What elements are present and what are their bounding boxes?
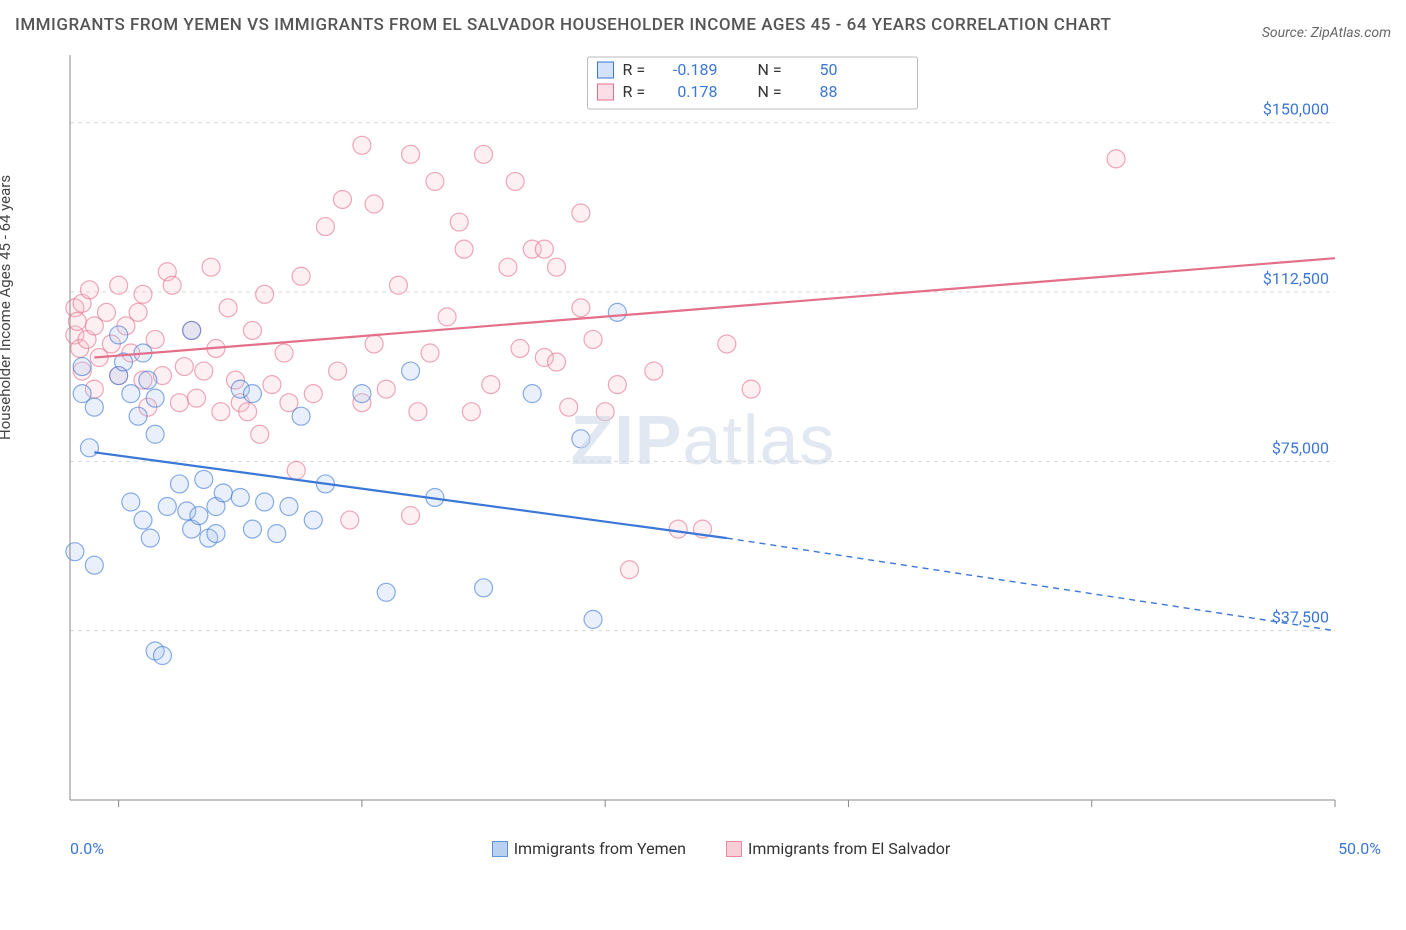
series-legend: Immigrants from Yemen Immigrants from El … [492, 839, 951, 858]
x-axis-max-label: 50.0% [1338, 839, 1381, 858]
svg-text:R =: R = [623, 60, 646, 79]
chart-header: IMMIGRANTS FROM YEMEN VS IMMIGRANTS FROM… [15, 10, 1391, 41]
svg-text:R =: R = [623, 82, 646, 101]
legend-item: Immigrants from El Salvador [726, 839, 950, 858]
svg-text:-0.189: -0.189 [673, 60, 718, 79]
x-axis-min-label: 0.0% [70, 839, 104, 858]
svg-text:$112,500: $112,500 [1263, 269, 1329, 288]
svg-text:50: 50 [820, 60, 838, 79]
source-attribution: Source: ZipAtlas.com [1262, 25, 1391, 41]
svg-text:0.178: 0.178 [677, 82, 717, 101]
y-axis-label: Householder Income Ages 45 - 64 years [0, 175, 14, 440]
legend-swatch [492, 841, 508, 857]
legend-swatch [726, 841, 742, 857]
x-axis-legend: 0.0% Immigrants from YemenImmigrants fro… [70, 839, 1381, 858]
svg-text:88: 88 [820, 82, 838, 101]
chart-area: Householder Income Ages 45 - 64 years ZI… [15, 45, 1391, 835]
svg-text:N =: N = [758, 60, 782, 79]
svg-text:$150,000: $150,000 [1263, 99, 1329, 118]
legend-item: Immigrants from Yemen [492, 839, 686, 858]
scatter-chart: $37,500 $75,000 $112,500 $150,000 R = -0.189 N… [15, 45, 1345, 835]
chart-title: IMMIGRANTS FROM YEMEN VS IMMIGRANTS FROM… [15, 10, 1111, 41]
svg-text:N =: N = [758, 82, 782, 101]
svg-text:$75,000: $75,000 [1272, 438, 1329, 457]
svg-text:$37,500: $37,500 [1272, 607, 1329, 626]
